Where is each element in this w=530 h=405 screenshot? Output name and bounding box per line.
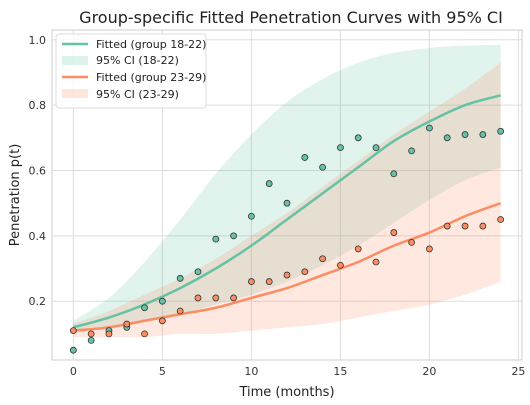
data-point-0 [479, 131, 487, 138]
data-point-1 [319, 255, 327, 263]
y-axis-label: Penetration p(t) [8, 144, 23, 247]
data-point-1 [212, 294, 220, 302]
y-tick-label: 0.4 [29, 230, 47, 243]
y-tick-labels: 0.2 0.4 0.6 0.8 1.0 [29, 34, 47, 308]
data-point-1 [123, 320, 131, 328]
legend-swatch-band-18-22 [62, 56, 88, 65]
data-point-0 [176, 274, 184, 282]
data-point-0 [497, 127, 505, 135]
y-tick-label: 0.8 [29, 99, 47, 112]
data-point-0 [354, 134, 362, 142]
x-axis-label: Time (months) [238, 385, 334, 400]
data-point-1 [479, 222, 487, 230]
y-tick-label: 1.0 [29, 34, 47, 47]
data-point-1 [372, 258, 380, 266]
x-tick-label: 0 [70, 365, 77, 378]
data-point-1 [69, 327, 77, 334]
data-point-1 [105, 330, 113, 338]
legend-label-ci-18-22: 95% CI (18-22) [96, 54, 179, 67]
data-point-1 [390, 229, 398, 236]
y-tick-label: 0.6 [29, 164, 47, 177]
ci-bands [73, 44, 501, 338]
data-point-1 [283, 271, 291, 279]
data-point-0 [443, 134, 451, 142]
data-point-1 [265, 278, 273, 285]
fitted-line-1 [73, 201, 502, 332]
data-point-1 [247, 278, 255, 285]
data-point-1 [354, 245, 362, 253]
legend-box [55, 33, 207, 109]
data-point-0 [372, 144, 380, 152]
data-point-0 [301, 154, 309, 161]
data-point-0 [426, 124, 433, 132]
data-point-1 [497, 216, 505, 223]
data-point-1 [301, 268, 309, 276]
data-point-0 [283, 199, 291, 207]
x-tick-label: 15 [333, 365, 347, 378]
data-point-1 [408, 238, 416, 246]
data-point-0 [337, 144, 344, 152]
data-point-0 [230, 232, 237, 240]
data-point-0 [390, 170, 398, 178]
data-point-1 [87, 330, 95, 338]
data-point-0 [87, 336, 95, 344]
ci-band-1 [73, 62, 501, 338]
observed-points [69, 124, 505, 354]
y-tick-label: 0.2 [29, 295, 47, 308]
legend-label-fitted-18-22: Fitted (group 18-22) [96, 38, 206, 51]
data-point-1 [194, 294, 202, 302]
data-point-0 [158, 297, 166, 305]
x-tick-label: 20 [422, 365, 436, 378]
data-point-0 [69, 346, 77, 354]
ci-band-0 [73, 44, 501, 334]
x-tick-labels: 0 5 10 15 20 25 [70, 365, 526, 378]
legend-label-ci-23-29: 95% CI (23-29) [96, 88, 179, 101]
data-point-1 [426, 245, 433, 253]
data-point-0 [247, 212, 255, 220]
legend-label-fitted-23-29: Fitted (group 23-29) [96, 71, 206, 84]
data-point-0 [141, 304, 148, 312]
data-point-1 [230, 294, 237, 302]
x-tick-label: 5 [159, 365, 166, 378]
data-point-1 [337, 261, 344, 269]
data-point-1 [176, 307, 184, 315]
data-point-0 [319, 163, 327, 171]
data-point-0 [194, 268, 202, 276]
legend: Fitted (group 18-22) 95% CI (18-22) Fitt… [55, 33, 207, 109]
legend-swatch-band-23-29 [62, 89, 88, 98]
data-point-0 [265, 180, 273, 187]
data-point-1 [141, 330, 148, 338]
data-point-0 [408, 147, 416, 155]
x-tick-label: 25 [511, 365, 525, 378]
data-point-0 [461, 131, 469, 138]
x-tick-label: 10 [244, 365, 258, 378]
data-point-1 [461, 222, 469, 230]
data-point-1 [443, 222, 451, 230]
data-point-1 [158, 317, 166, 325]
chart-title: Group-specific Fitted Penetration Curves… [79, 8, 503, 27]
data-point-0 [212, 235, 220, 243]
